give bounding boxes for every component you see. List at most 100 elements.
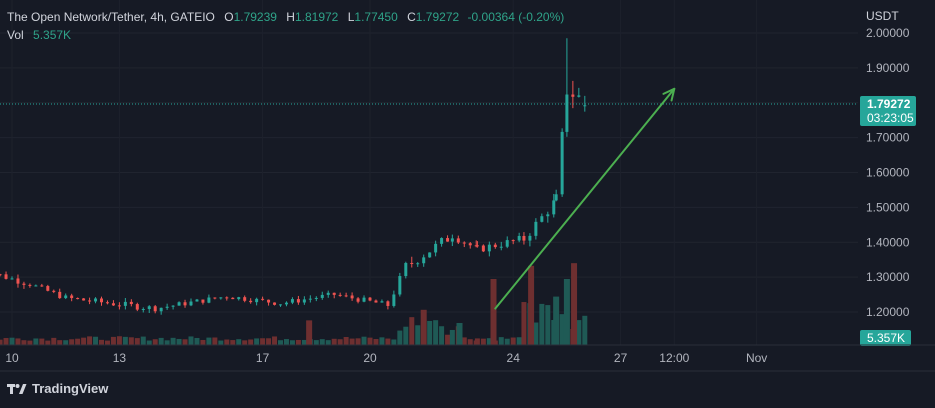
volume-bar <box>516 337 522 345</box>
price-tick-label: 1.40000 <box>866 235 910 249</box>
last-price-badge[interactable] <box>860 96 916 126</box>
candle-body <box>320 294 324 298</box>
volume-bar <box>69 339 75 345</box>
volume-bar <box>403 326 409 345</box>
volume-bar <box>27 340 33 345</box>
candle-body <box>499 246 503 248</box>
volume-bar <box>576 320 582 345</box>
low-value: 1.77450 <box>354 10 398 24</box>
candle-body <box>481 245 485 252</box>
candle-body <box>231 297 235 300</box>
open-value: 1.79239 <box>233 10 277 24</box>
candle-body <box>225 297 229 299</box>
volume-bar <box>170 337 176 345</box>
volume-bar <box>0 339 3 345</box>
volume-bar <box>9 337 15 345</box>
candle-body <box>434 243 438 253</box>
volume-bar <box>510 337 516 345</box>
last-price-label: 1.79272 <box>867 97 911 111</box>
candle-body <box>338 294 342 296</box>
candle-body <box>284 302 288 305</box>
volume-bar <box>39 338 45 345</box>
volume-bar <box>176 338 182 345</box>
candle-body <box>554 194 558 201</box>
candle-body <box>571 94 575 97</box>
open-label: O <box>224 10 234 24</box>
volume-bar <box>3 338 9 345</box>
candle-body <box>243 297 247 301</box>
candle-body <box>326 292 330 295</box>
candle-body <box>261 298 265 300</box>
candle-body <box>522 235 526 241</box>
time-tick-label: 27 <box>614 351 628 365</box>
volume-bar <box>480 338 486 345</box>
volume-bar <box>295 339 301 345</box>
volume-bar <box>563 279 570 345</box>
volume-bar <box>498 337 504 345</box>
volume-bar <box>467 339 473 345</box>
volume-bar <box>21 340 27 345</box>
volume-bar <box>486 338 492 345</box>
trend-arrow[interactable] <box>494 87 676 310</box>
candle-body <box>314 297 318 299</box>
candle-body <box>0 274 2 276</box>
volume-bar <box>218 340 224 345</box>
symbol-title[interactable]: The Open Network/Tether, 4h, GATEIO <box>7 10 215 24</box>
volume-bar <box>236 339 242 345</box>
volume-bar <box>15 338 21 345</box>
candle-body <box>583 105 587 107</box>
candle-body <box>404 262 408 277</box>
symbol-legend: The Open Network/Tether, 4h, GATEIO O1.7… <box>7 9 564 44</box>
volume-bar <box>349 338 355 345</box>
volume-bar <box>571 263 578 345</box>
candle-body <box>511 240 515 242</box>
volume-bar <box>373 339 379 345</box>
volume-bars <box>0 263 588 345</box>
candle-body <box>428 252 432 258</box>
candle-body <box>279 304 282 306</box>
price-tick-label: 1.50000 <box>866 200 910 214</box>
time-tick-label: 13 <box>113 351 127 365</box>
candle-body <box>177 302 181 306</box>
candle-body <box>565 94 569 132</box>
volume-bar <box>75 338 81 345</box>
candle-body <box>201 299 205 303</box>
candle-body <box>350 295 354 299</box>
volume-bar <box>200 339 206 345</box>
volume-bar <box>355 338 361 345</box>
volume-badge[interactable] <box>860 330 911 346</box>
candle-body <box>88 300 92 302</box>
volume-bar <box>361 336 367 345</box>
candle-body <box>440 238 444 244</box>
candle-body <box>362 297 366 302</box>
volume-bar <box>128 337 134 345</box>
candle-body <box>290 299 294 303</box>
time-tick-label: 20 <box>363 351 377 365</box>
candle-body <box>468 243 472 246</box>
candle-body <box>560 131 564 195</box>
volume-bar <box>415 325 421 345</box>
candle-body <box>528 235 532 241</box>
volume-bar <box>397 330 403 345</box>
volume-bar <box>528 265 535 345</box>
volume-bar <box>379 337 385 345</box>
volume-bar <box>553 296 560 345</box>
tradingview-logo-icon <box>7 383 27 395</box>
volume-bar <box>93 336 99 345</box>
volume-bar <box>582 315 588 345</box>
candle-body <box>374 300 378 303</box>
volume-bar <box>146 340 152 345</box>
tradingview-brand[interactable]: TradingView <box>7 381 108 396</box>
candle-body <box>302 299 306 303</box>
volume-bar <box>533 322 539 345</box>
candle-body <box>28 284 32 286</box>
volume-bar <box>474 338 480 345</box>
candle-body <box>540 216 544 222</box>
candle-body <box>577 95 581 97</box>
candle-body <box>273 302 277 305</box>
price-axis-bg <box>858 0 935 345</box>
candle-body <box>267 299 271 303</box>
candle-body <box>129 301 133 305</box>
